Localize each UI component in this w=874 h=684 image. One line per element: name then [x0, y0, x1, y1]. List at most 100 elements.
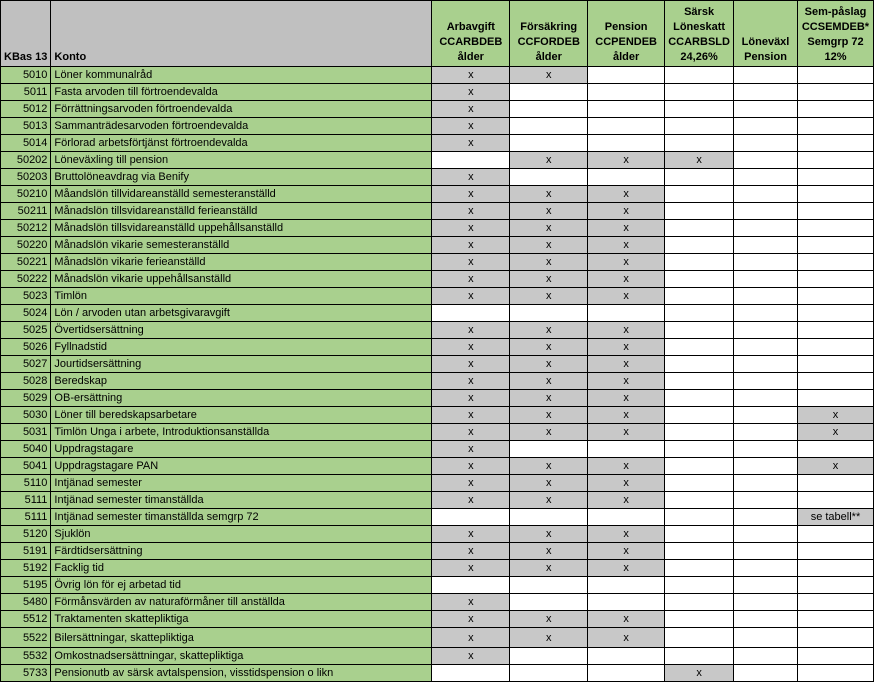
konto-cell[interactable]: Intjänad semester timanställda semgrp 72: [50, 508, 433, 526]
sem-paslag-cell[interactable]: x: [796, 423, 874, 441]
sarsk-loneskatt-cell[interactable]: [664, 219, 735, 237]
forsakring-cell[interactable]: x: [509, 610, 589, 628]
lonevaxl-pension-cell[interactable]: [733, 253, 798, 271]
sem-paslag-cell[interactable]: [796, 253, 874, 271]
kbas-cell[interactable]: 5011: [0, 83, 52, 101]
sem-paslag-cell[interactable]: se tabell**: [796, 508, 874, 526]
kbas-cell[interactable]: 5512: [0, 610, 52, 628]
lonevaxl-pension-cell[interactable]: [733, 338, 798, 356]
arbavgift-cell[interactable]: x: [431, 219, 511, 237]
sem-paslag-cell[interactable]: [796, 134, 874, 152]
lonevaxl-pension-cell[interactable]: [733, 559, 798, 577]
pension-cell[interactable]: x: [587, 151, 666, 169]
sarsk-loneskatt-cell[interactable]: [664, 593, 735, 611]
pension-cell[interactable]: [587, 100, 666, 118]
pension-cell[interactable]: [587, 647, 666, 665]
konto-cell[interactable]: Löner kommunalråd: [50, 66, 433, 84]
header-sem-paslag[interactable]: Sem-påslag CCSEMDEB* Semgrp 72 12%: [796, 0, 874, 67]
forsakring-cell[interactable]: x: [509, 474, 589, 492]
konto-cell[interactable]: Övrig lön för ej arbetad tid: [50, 576, 433, 594]
pension-cell[interactable]: [587, 576, 666, 594]
arbavgift-cell[interactable]: x: [431, 270, 511, 288]
sem-paslag-cell[interactable]: [796, 627, 874, 648]
lonevaxl-pension-cell[interactable]: [733, 185, 798, 203]
sem-paslag-cell[interactable]: [796, 389, 874, 407]
konto-cell[interactable]: Fyllnadstid: [50, 338, 433, 356]
header-lonevaxl-pension[interactable]: Löneväxl Pension: [733, 0, 798, 67]
kbas-cell[interactable]: 5532: [0, 647, 52, 665]
sarsk-loneskatt-cell[interactable]: [664, 355, 735, 373]
lonevaxl-pension-cell[interactable]: [733, 610, 798, 628]
forsakring-cell[interactable]: [509, 304, 589, 322]
sarsk-loneskatt-cell[interactable]: [664, 440, 735, 458]
konto-cell[interactable]: Jourtidsersättning: [50, 355, 433, 373]
arbavgift-cell[interactable]: x: [431, 647, 511, 665]
pension-cell[interactable]: x: [587, 491, 666, 509]
kbas-cell[interactable]: 5027: [0, 355, 52, 373]
sem-paslag-cell[interactable]: [796, 66, 874, 84]
sem-paslag-cell[interactable]: [796, 664, 874, 682]
pension-cell[interactable]: x: [587, 185, 666, 203]
lonevaxl-pension-cell[interactable]: [733, 627, 798, 648]
kbas-cell[interactable]: 50210: [0, 185, 52, 203]
konto-cell[interactable]: Traktamenten skattepliktiga: [50, 610, 433, 628]
arbavgift-cell[interactable]: x: [431, 457, 511, 475]
forsakring-cell[interactable]: x: [509, 321, 589, 339]
lonevaxl-pension-cell[interactable]: [733, 202, 798, 220]
lonevaxl-pension-cell[interactable]: [733, 321, 798, 339]
konto-cell[interactable]: Färdtidsersättning: [50, 542, 433, 560]
arbavgift-cell[interactable]: x: [431, 338, 511, 356]
pension-cell[interactable]: x: [587, 389, 666, 407]
lonevaxl-pension-cell[interactable]: [733, 66, 798, 84]
sarsk-loneskatt-cell[interactable]: x: [664, 664, 735, 682]
lonevaxl-pension-cell[interactable]: [733, 304, 798, 322]
kbas-cell[interactable]: 5522: [0, 627, 52, 648]
arbavgift-cell[interactable]: x: [431, 253, 511, 271]
forsakring-cell[interactable]: x: [509, 151, 589, 169]
konto-cell[interactable]: Timlön: [50, 287, 433, 305]
sem-paslag-cell[interactable]: [796, 474, 874, 492]
pension-cell[interactable]: x: [587, 321, 666, 339]
arbavgift-cell[interactable]: x: [431, 202, 511, 220]
pension-cell[interactable]: x: [587, 219, 666, 237]
arbavgift-cell[interactable]: x: [431, 593, 511, 611]
sem-paslag-cell[interactable]: [796, 321, 874, 339]
kbas-cell[interactable]: 5031: [0, 423, 52, 441]
sem-paslag-cell[interactable]: [796, 83, 874, 101]
konto-cell[interactable]: Övertidsersättning: [50, 321, 433, 339]
konto-cell[interactable]: Intjänad semester: [50, 474, 433, 492]
konto-cell[interactable]: Sammanträdesarvoden förtroendevalda: [50, 117, 433, 135]
sarsk-loneskatt-cell[interactable]: [664, 457, 735, 475]
konto-cell[interactable]: Facklig tid: [50, 559, 433, 577]
kbas-cell[interactable]: 5012: [0, 100, 52, 118]
kbas-cell[interactable]: 5014: [0, 134, 52, 152]
forsakring-cell[interactable]: x: [509, 406, 589, 424]
arbavgift-cell[interactable]: x: [431, 542, 511, 560]
lonevaxl-pension-cell[interactable]: [733, 287, 798, 305]
konto-cell[interactable]: Månadslön vikarie semesteranställd: [50, 236, 433, 254]
sem-paslag-cell[interactable]: [796, 610, 874, 628]
pension-cell[interactable]: [587, 304, 666, 322]
konto-cell[interactable]: Sjuklön: [50, 525, 433, 543]
kbas-cell[interactable]: 5120: [0, 525, 52, 543]
sem-paslag-cell[interactable]: [796, 559, 874, 577]
lonevaxl-pension-cell[interactable]: [733, 664, 798, 682]
sarsk-loneskatt-cell[interactable]: [664, 270, 735, 288]
forsakring-cell[interactable]: x: [509, 491, 589, 509]
pension-cell[interactable]: [587, 593, 666, 611]
arbavgift-cell[interactable]: x: [431, 559, 511, 577]
arbavgift-cell[interactable]: x: [431, 236, 511, 254]
kbas-cell[interactable]: 5028: [0, 372, 52, 390]
arbavgift-cell[interactable]: x: [431, 168, 511, 186]
pension-cell[interactable]: [587, 66, 666, 84]
sarsk-loneskatt-cell[interactable]: [664, 321, 735, 339]
lonevaxl-pension-cell[interactable]: [733, 406, 798, 424]
konto-cell[interactable]: Bilersättningar, skattepliktiga: [50, 627, 433, 648]
forsakring-cell[interactable]: [509, 117, 589, 135]
kbas-cell[interactable]: 50220: [0, 236, 52, 254]
arbavgift-cell[interactable]: x: [431, 100, 511, 118]
kbas-cell[interactable]: 5023: [0, 287, 52, 305]
sem-paslag-cell[interactable]: [796, 647, 874, 665]
forsakring-cell[interactable]: x: [509, 542, 589, 560]
pension-cell[interactable]: x: [587, 236, 666, 254]
